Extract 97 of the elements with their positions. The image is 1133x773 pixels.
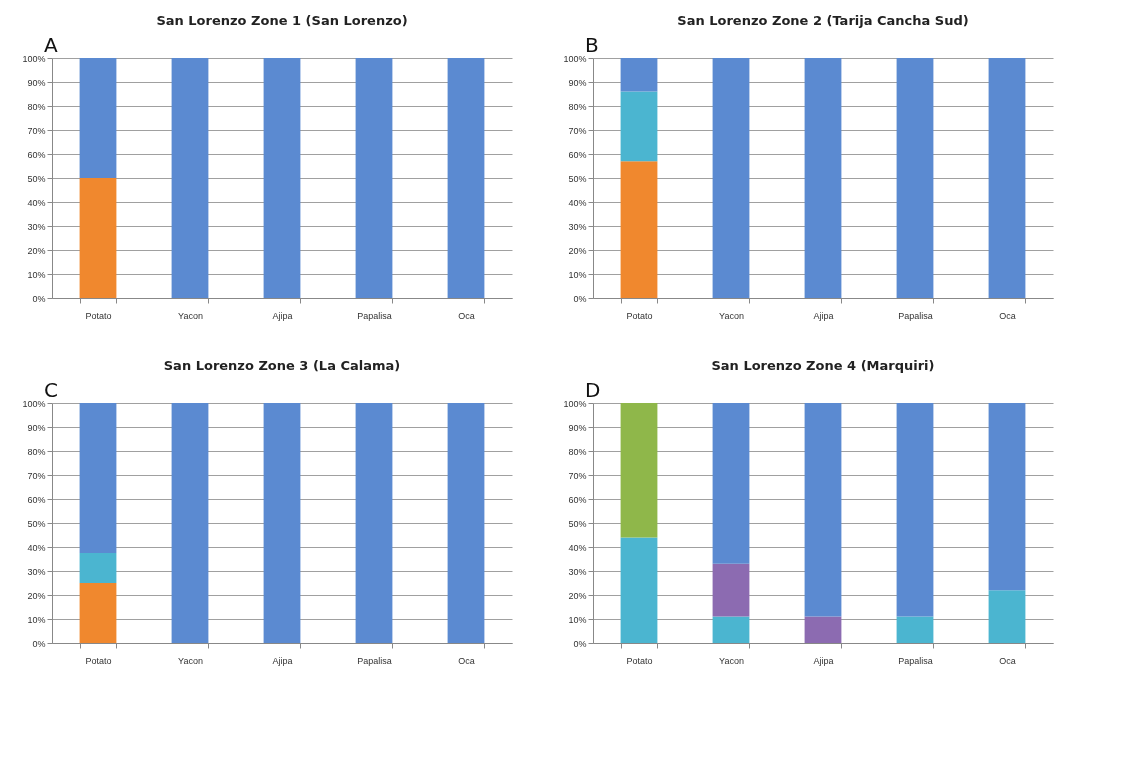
x-tick-label: Oca (999, 310, 1016, 321)
x-tick-label: Oca (458, 310, 475, 321)
y-tick-label: 60% (568, 494, 587, 505)
bar (171, 403, 209, 643)
y-tick-label: 90% (27, 422, 46, 433)
y-tick-label: 20% (27, 590, 46, 601)
bar (447, 403, 485, 643)
bar (620, 537, 658, 643)
bar (988, 403, 1026, 591)
y-tick-label: 100% (563, 53, 587, 64)
x-tick-label: Papalisa (898, 655, 933, 666)
bar (896, 616, 934, 643)
chart-title: San Lorenzo Zone 1 (San Lorenzo) (156, 13, 408, 28)
bar (620, 58, 658, 92)
bar (263, 403, 301, 643)
bar (355, 403, 393, 643)
text: A (44, 33, 58, 57)
y-tick-label: 100% (22, 53, 46, 64)
y-tick-label: 100% (563, 398, 587, 409)
text: C (44, 378, 58, 402)
y-tick-label: 20% (568, 590, 587, 601)
y-tick-label: 40% (27, 197, 46, 208)
x-tick-label: Yacon (719, 310, 744, 321)
text: B (585, 33, 599, 57)
y-tick-label: 30% (27, 566, 46, 577)
y-tick-label: 20% (27, 245, 46, 256)
x-tick-label: Potato (85, 310, 112, 321)
y-tick-label: 0% (32, 638, 46, 649)
x-tick-label: Oca (458, 655, 475, 666)
y-tick-label: 80% (568, 101, 587, 112)
y-tick-label: 40% (27, 542, 46, 553)
y-tick-label: 70% (27, 470, 46, 481)
y-tick-label: 0% (573, 638, 587, 649)
bar (712, 563, 750, 617)
chart-title: San Lorenzo Zone 4 (Marquiri) (711, 358, 935, 373)
y-tick-label: 0% (573, 293, 587, 304)
y-tick-label: 80% (27, 101, 46, 112)
y-tick-label: 90% (27, 77, 46, 88)
bar (79, 553, 117, 583)
bar (804, 403, 842, 617)
y-tick-label: 50% (27, 518, 46, 529)
y-tick-label: 20% (568, 245, 587, 256)
bar (79, 583, 117, 643)
y-tick-label: 30% (568, 221, 587, 232)
y-tick-label: 30% (27, 221, 46, 232)
bar (620, 403, 658, 538)
bar (804, 616, 842, 643)
x-tick-label: Papalisa (898, 310, 933, 321)
y-tick-label: 50% (568, 173, 587, 184)
bar (804, 58, 842, 298)
bar (712, 58, 750, 298)
x-tick-label: Potato (626, 655, 653, 666)
y-tick-label: 50% (27, 173, 46, 184)
x-tick-label: Yacon (719, 655, 744, 666)
y-tick-label: 80% (568, 446, 587, 457)
x-tick-label: Potato (85, 655, 112, 666)
y-tick-label: 0% (32, 293, 46, 304)
bar (712, 403, 750, 564)
x-tick-label: Potato (626, 310, 653, 321)
chart-title: San Lorenzo Zone 2 (Tarija Cancha Sud) (677, 13, 969, 28)
x-tick-label: Yacon (178, 310, 203, 321)
y-tick-label: 70% (568, 125, 587, 136)
x-tick-label: Ajipa (813, 310, 834, 321)
y-tick-label: 10% (27, 269, 46, 280)
y-tick-label: 100% (22, 398, 46, 409)
x-tick-label: Yacon (178, 655, 203, 666)
bar (712, 616, 750, 643)
bar (620, 91, 658, 162)
y-tick-label: 70% (568, 470, 587, 481)
y-tick-label: 90% (568, 77, 587, 88)
y-tick-label: 70% (27, 125, 46, 136)
x-tick-label: Papalisa (357, 655, 392, 666)
y-tick-label: 80% (27, 446, 46, 457)
y-tick-label: 40% (568, 197, 587, 208)
bar (79, 403, 117, 553)
text: D (585, 378, 601, 402)
y-tick-label: 10% (27, 614, 46, 625)
x-tick-label: Ajipa (272, 310, 293, 321)
bar (988, 58, 1026, 298)
y-tick-label: 10% (568, 269, 587, 280)
x-tick-label: Oca (999, 655, 1016, 666)
y-tick-label: 30% (568, 566, 587, 577)
y-tick-label: 90% (568, 422, 587, 433)
x-tick-label: Ajipa (813, 655, 834, 666)
y-tick-label: 60% (568, 149, 587, 160)
y-tick-label: 10% (568, 614, 587, 625)
y-tick-label: 50% (568, 518, 587, 529)
y-tick-label: 60% (27, 149, 46, 160)
chart-title: San Lorenzo Zone 3 (La Calama) (163, 358, 401, 373)
bar (896, 58, 934, 298)
y-tick-label: 40% (568, 542, 587, 553)
bar (988, 590, 1026, 643)
x-tick-label: Papalisa (357, 310, 392, 321)
bar (620, 161, 658, 298)
y-tick-label: 60% (27, 494, 46, 505)
x-tick-label: Ajipa (272, 655, 293, 666)
bar (896, 403, 934, 617)
